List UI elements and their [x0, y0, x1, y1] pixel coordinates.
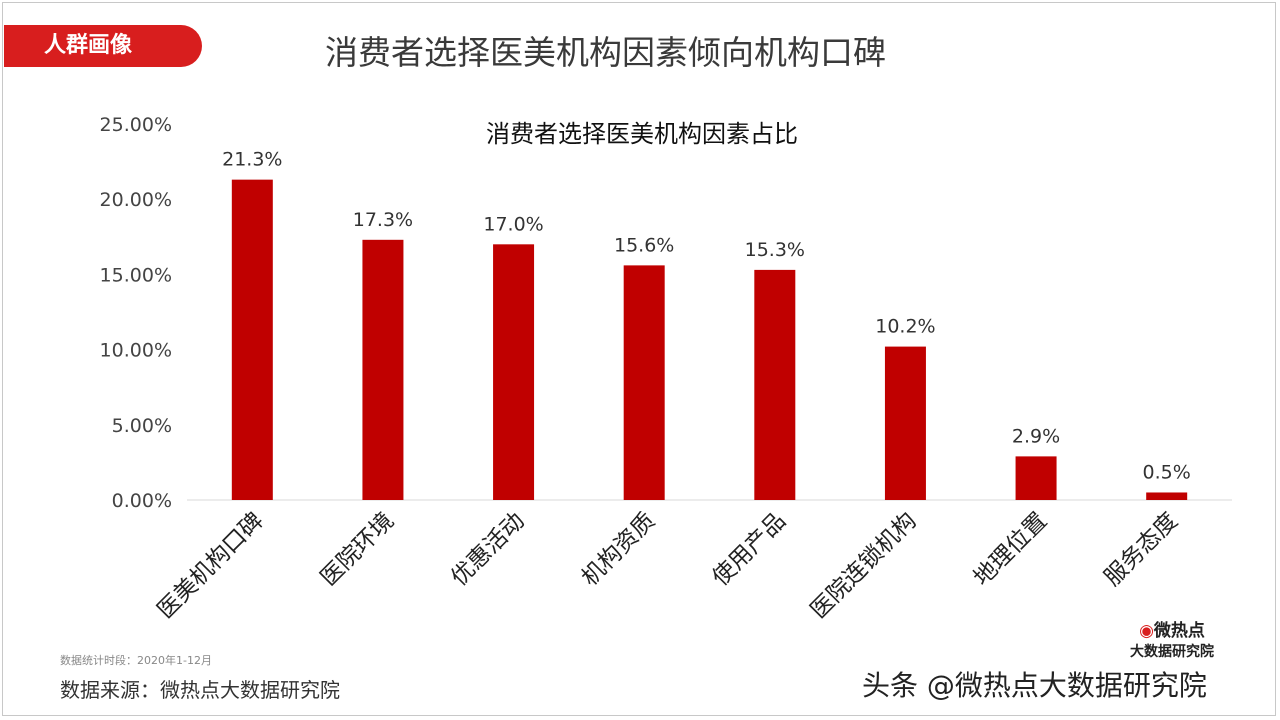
- bar-value-label: 0.5%: [1143, 461, 1191, 483]
- data-period-note: 数据统计时段：2020年1-12月: [60, 654, 212, 667]
- x-category-label: 服务态度: [1099, 508, 1182, 591]
- bar: [231, 179, 273, 500]
- watermark-text: 头条 @微热点大数据研究院: [862, 669, 1207, 702]
- y-tick-label: 10.00%: [100, 340, 172, 362]
- bar-value-label: 10.2%: [875, 316, 935, 338]
- bar: [884, 346, 926, 500]
- x-category-label: 医美机构口碑: [153, 508, 269, 624]
- x-category-label: 优惠活动: [446, 508, 529, 591]
- page-title: 消费者选择医美机构因素倾向机构口碑: [325, 33, 886, 72]
- bar-value-label: 15.6%: [614, 234, 674, 256]
- chart-title: 消费者选择医美机构因素占比: [486, 120, 798, 148]
- y-tick-label: 5.00%: [112, 415, 172, 437]
- bar-value-label: 21.3%: [222, 149, 282, 171]
- eye-logo-icon: ◉: [1139, 621, 1154, 641]
- bar-value-label: 17.3%: [353, 209, 413, 231]
- data-source-note: 数据来源：微热点大数据研究院: [60, 678, 340, 702]
- x-category-label: 机构资质: [577, 508, 660, 591]
- y-tick-label: 15.00%: [100, 264, 172, 286]
- bar: [493, 244, 535, 500]
- bar: [1146, 492, 1188, 500]
- bar-value-label: 2.9%: [1012, 425, 1060, 447]
- brand-logo: ◉微热点 大数据研究院: [1112, 620, 1232, 662]
- section-tag: 人群画像: [4, 25, 202, 67]
- brand-name: 微热点: [1153, 621, 1205, 641]
- x-category-label: 医院连锁机构: [806, 508, 922, 624]
- y-tick-label: 0.00%: [112, 490, 172, 512]
- brand-subtitle: 大数据研究院: [1130, 644, 1214, 660]
- bar-value-label: 17.0%: [483, 213, 543, 235]
- bar: [754, 269, 796, 500]
- y-tick-label: 20.00%: [100, 189, 172, 211]
- x-category-label: 医院环境: [316, 508, 399, 591]
- y-tick-label: 25.00%: [100, 114, 172, 136]
- bar: [623, 265, 665, 500]
- x-category-label: 地理位置: [969, 508, 1052, 591]
- bar: [1015, 456, 1057, 500]
- x-category-label: 使用产品: [708, 508, 791, 591]
- bar: [362, 239, 404, 501]
- bar-value-label: 15.3%: [745, 239, 805, 261]
